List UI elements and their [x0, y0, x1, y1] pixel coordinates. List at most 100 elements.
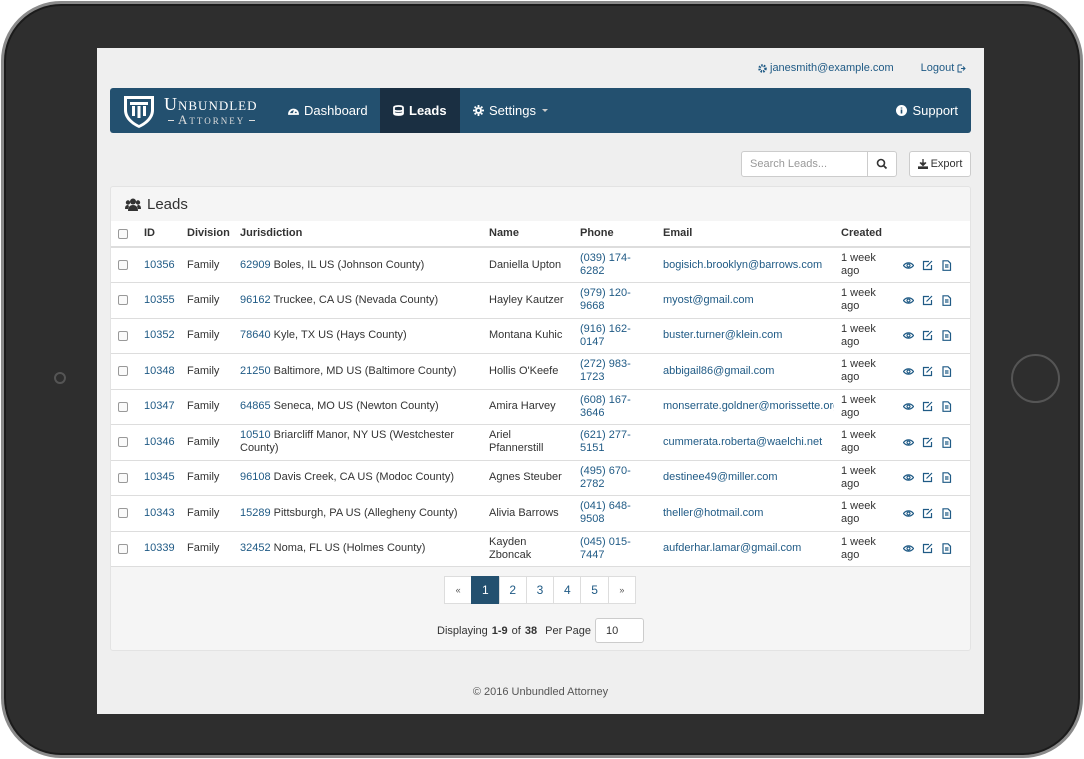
- file-icon[interactable]: [941, 507, 952, 519]
- phone[interactable]: (608) 167-3646: [580, 393, 631, 419]
- lead-id[interactable]: 10356: [144, 258, 175, 271]
- zip-link[interactable]: 78640: [240, 329, 271, 342]
- file-icon[interactable]: [941, 365, 952, 377]
- jurisdiction: 96162 Truckee, CA US (Nevada County): [233, 282, 482, 319]
- phone[interactable]: (041) 648-9508: [580, 500, 631, 526]
- email[interactable]: monserrate.goldner@morissette.org: [663, 400, 834, 413]
- user-link[interactable]: janesmith@example.com: [758, 62, 894, 74]
- checkbox[interactable]: [118, 401, 128, 412]
- email[interactable]: bogisich.brooklyn@barrows.com: [663, 258, 823, 271]
- checkbox[interactable]: [118, 508, 128, 519]
- page-prev[interactable]: «: [443, 576, 473, 604]
- phone[interactable]: (045) 015-7447: [580, 535, 631, 561]
- page-link[interactable]: 5: [580, 576, 609, 604]
- phone[interactable]: (495) 670-2782: [580, 464, 631, 490]
- page-link[interactable]: 4: [553, 576, 582, 604]
- view-icon[interactable]: [903, 295, 914, 306]
- phone[interactable]: (979) 120-9668: [580, 287, 631, 313]
- edit-icon[interactable]: [922, 508, 933, 519]
- actions: [903, 365, 963, 377]
- view-icon[interactable]: [903, 260, 914, 271]
- view-icon[interactable]: [903, 543, 914, 554]
- view-icon[interactable]: [903, 472, 914, 483]
- zip-link[interactable]: 21250: [240, 364, 271, 377]
- view-icon[interactable]: [903, 508, 914, 519]
- per-page-input[interactable]: 10: [594, 618, 644, 643]
- file-icon[interactable]: [941, 472, 952, 484]
- zip-link[interactable]: 32452: [240, 542, 271, 555]
- lead-id[interactable]: 10345: [144, 471, 175, 484]
- edit-icon[interactable]: [922, 260, 933, 271]
- phone[interactable]: (621) 277-5151: [580, 429, 631, 455]
- brand[interactable]: Unbundled Attorney: [122, 92, 259, 129]
- page-next[interactable]: »: [607, 576, 637, 604]
- zip-link[interactable]: 15289: [240, 506, 271, 519]
- checkbox[interactable]: [118, 228, 128, 239]
- phone[interactable]: (039) 174-6282: [580, 252, 631, 277]
- edit-icon[interactable]: [922, 401, 933, 412]
- logout-link[interactable]: Logout: [921, 62, 967, 74]
- checkbox[interactable]: [118, 260, 128, 270]
- zip-link[interactable]: 96108: [240, 471, 271, 484]
- page-link[interactable]: 1: [471, 576, 500, 604]
- file-icon[interactable]: [941, 259, 952, 271]
- lead-id[interactable]: 10346: [144, 435, 175, 448]
- search-button[interactable]: [867, 151, 897, 177]
- zip-link[interactable]: 64865: [240, 400, 271, 413]
- email[interactable]: myost@gmail.com: [663, 293, 754, 306]
- file-icon[interactable]: [941, 401, 952, 413]
- lead-id[interactable]: 10352: [144, 329, 175, 342]
- search-input[interactable]: Search Leads...: [741, 151, 868, 177]
- checkbox[interactable]: [118, 330, 128, 341]
- lead-id[interactable]: 10339: [144, 542, 175, 555]
- checkbox[interactable]: [118, 366, 128, 377]
- phone[interactable]: (272) 983-1723: [580, 358, 631, 384]
- email[interactable]: cummerata.roberta@waelchi.net: [663, 435, 823, 448]
- nav-item[interactable]: Dashboard: [275, 88, 381, 133]
- checkbox[interactable]: [118, 437, 128, 448]
- edit-icon[interactable]: [922, 472, 933, 483]
- checkbox[interactable]: [118, 295, 128, 306]
- page-link[interactable]: 2: [498, 576, 527, 604]
- lead-id[interactable]: 10347: [144, 400, 175, 413]
- email[interactable]: aufderhar.lamar@gmail.com: [663, 542, 802, 555]
- export-button[interactable]: Export: [909, 151, 971, 177]
- cell: [896, 353, 970, 390]
- view-icon[interactable]: [903, 437, 914, 448]
- cell: abbigail86@gmail.com: [656, 353, 834, 390]
- zip-link[interactable]: 10510: [240, 429, 271, 442]
- email[interactable]: theller@hotmail.com: [663, 506, 764, 519]
- edit-icon[interactable]: [922, 366, 933, 377]
- lead-name: Hollis O'Keefe: [482, 353, 573, 390]
- zip-link[interactable]: 62909: [240, 258, 271, 271]
- created: 1 week ago: [834, 389, 896, 425]
- lead-id[interactable]: 10343: [144, 506, 175, 519]
- edit-icon[interactable]: [922, 437, 933, 448]
- view-icon[interactable]: [903, 366, 914, 377]
- edit-icon[interactable]: [922, 330, 933, 341]
- lead-id[interactable]: 10348: [144, 364, 175, 377]
- view-icon[interactable]: [903, 401, 914, 412]
- per-page-label: Per Page: [545, 624, 591, 637]
- file-icon[interactable]: [941, 543, 952, 555]
- file-icon[interactable]: [941, 436, 952, 448]
- edit-icon[interactable]: [922, 295, 933, 306]
- nav-item[interactable]: Leads: [380, 88, 460, 133]
- file-icon[interactable]: [941, 294, 952, 306]
- summary: Displaying 1-9 of 38 Per Page 10: [97, 618, 984, 643]
- phone[interactable]: (916) 162-0147: [580, 322, 631, 348]
- email[interactable]: buster.turner@klein.com: [663, 329, 783, 342]
- lead-id[interactable]: 10355: [144, 293, 175, 306]
- support-link[interactable]: Support: [883, 88, 971, 133]
- checkbox[interactable]: [118, 543, 128, 554]
- file-icon[interactable]: [941, 330, 952, 342]
- checkbox[interactable]: [118, 472, 128, 483]
- zip-link[interactable]: 96162: [240, 293, 271, 306]
- email[interactable]: abbigail86@gmail.com: [663, 364, 775, 377]
- page-link[interactable]: 3: [525, 576, 555, 604]
- edit-icon[interactable]: [922, 543, 933, 554]
- email[interactable]: destinee49@miller.com: [663, 471, 778, 484]
- view-icon[interactable]: [903, 330, 914, 341]
- nav-item[interactable]: Settings: [460, 88, 562, 133]
- location: Briarcliff Manor, NY US (Westchester Cou…: [240, 429, 454, 455]
